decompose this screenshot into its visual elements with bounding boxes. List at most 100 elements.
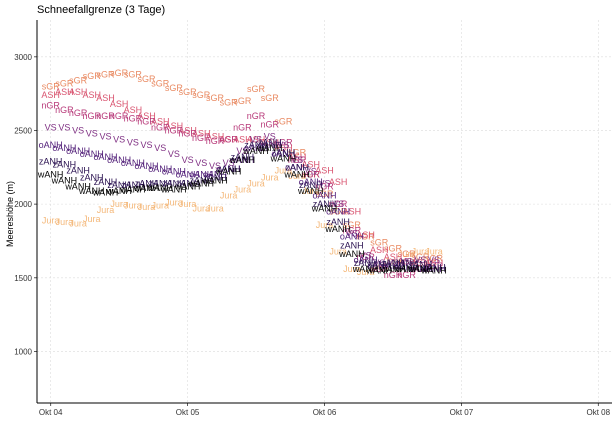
point-label: wANH (379, 264, 406, 274)
point-label: sGR (69, 75, 88, 85)
point-label: Jura (302, 186, 320, 196)
point-label: sGR (179, 87, 198, 97)
point-label: zANH (80, 173, 104, 183)
y-tick-label: 2000 (14, 200, 32, 209)
point-label: nGR (124, 114, 143, 124)
point-label: sGR (274, 117, 293, 127)
point-label: zANH (313, 199, 337, 209)
point-label: wANH (37, 170, 64, 180)
point-label: zANH (354, 258, 378, 268)
point-label: ASH (397, 257, 416, 267)
point-label: zANH (121, 180, 145, 190)
axis-layer (34, 20, 612, 406)
point-label: ASH (343, 207, 362, 217)
point-label: nGR (137, 117, 156, 127)
point-label: nGR (274, 137, 293, 147)
point-label: sGR (247, 84, 266, 94)
point-label: wANH (119, 184, 146, 194)
point-label: VS (86, 128, 98, 138)
y-tick-labels: 1000 1500 2000 2500 3000 (14, 53, 32, 357)
point-label: wANH (229, 155, 256, 165)
point-label: ASH (41, 90, 60, 100)
point-label: VS (401, 257, 413, 267)
point-label: ASH (124, 105, 143, 115)
point-label: VS (277, 140, 289, 150)
point-label: wANH (133, 183, 160, 193)
point-label: nGR (96, 111, 115, 121)
point-label: sGR (329, 207, 348, 217)
point-label: VS (141, 140, 153, 150)
point-label: VS (250, 134, 262, 144)
point-label: oANH (299, 177, 323, 187)
point-label: oANH (80, 149, 104, 159)
point-label: zANH (190, 176, 214, 186)
point-label: zANH (381, 258, 405, 268)
point-label: VS (414, 255, 426, 265)
point-label: ASH (206, 131, 225, 141)
point-label: ASH (137, 111, 156, 121)
point-label: sGR (357, 232, 376, 242)
point-label: zANH (176, 179, 200, 189)
point-label: nGR (83, 111, 102, 121)
point-label: VS (346, 229, 358, 239)
point-label: sGR (425, 254, 444, 264)
x-tick-label: Okt 05 (176, 408, 200, 417)
point-label: Jura (261, 173, 279, 183)
point-label: ASH (329, 177, 348, 187)
point-label: nGR (192, 133, 211, 143)
point-label: oANH (258, 140, 282, 150)
point-label: VS (195, 158, 207, 168)
point-label: zANH (422, 262, 446, 272)
point-label: zANH (217, 164, 241, 174)
point-label: nGR (69, 108, 88, 118)
point-label: wANH (146, 183, 173, 193)
point-label: sGR (288, 148, 307, 158)
series-layer: JuraJuraJuraJuraJuraJuraJuraJuraJuraJura… (37, 68, 447, 280)
point-label: wANH (366, 265, 393, 275)
point-label: nGR (397, 270, 416, 280)
point-label: wANH (92, 187, 119, 197)
point-label: zANH (203, 173, 227, 183)
point-label: oANH (408, 264, 432, 274)
point-label: oANH (66, 146, 90, 156)
point-label: Jura (193, 204, 211, 214)
point-label: nGR (425, 261, 444, 271)
point-label: VS (154, 143, 166, 153)
point-label: ASH (302, 159, 321, 169)
point-label: VS (168, 149, 180, 159)
point-label: zANH (285, 162, 309, 172)
point-label: VS (318, 179, 330, 189)
point-label: nGR (41, 100, 60, 110)
point-label: nGR (343, 226, 362, 236)
point-label: ASH (219, 134, 238, 144)
point-label: wANH (51, 176, 78, 186)
point-label: ASH (384, 252, 403, 262)
point-label: ASH (411, 258, 430, 268)
y-tick-label: 3000 (14, 53, 32, 62)
point-label: sGR (233, 96, 252, 106)
point-label: VS (58, 123, 70, 133)
point-label: nGR (233, 123, 252, 133)
point-label: oANH (340, 232, 364, 242)
point-label: oANH (244, 143, 268, 153)
point-label: sGR (192, 90, 211, 100)
point-label: VS (209, 161, 221, 171)
point-label: ASH (55, 87, 74, 97)
point-label: sGR (261, 93, 280, 103)
point-label: zANH (409, 260, 433, 270)
y-axis-label: Meereshöhe (m) (5, 181, 15, 247)
point-label: nGR (329, 199, 348, 209)
point-label: zANH (162, 179, 186, 189)
point-label: zANH (231, 152, 255, 162)
point-label: nGR (55, 105, 74, 115)
point-label: ASH (247, 134, 266, 144)
point-label: wANH (174, 181, 201, 191)
point-label: ASH (192, 128, 211, 138)
point-label: sGR (398, 249, 417, 259)
series-oanh: oANHoANHoANHoANHoANHoANHoANHoANHoANHoANH… (39, 140, 446, 274)
point-label: Jura (329, 246, 347, 256)
point-label: VS (45, 123, 57, 133)
point-label: nGR (260, 120, 279, 130)
